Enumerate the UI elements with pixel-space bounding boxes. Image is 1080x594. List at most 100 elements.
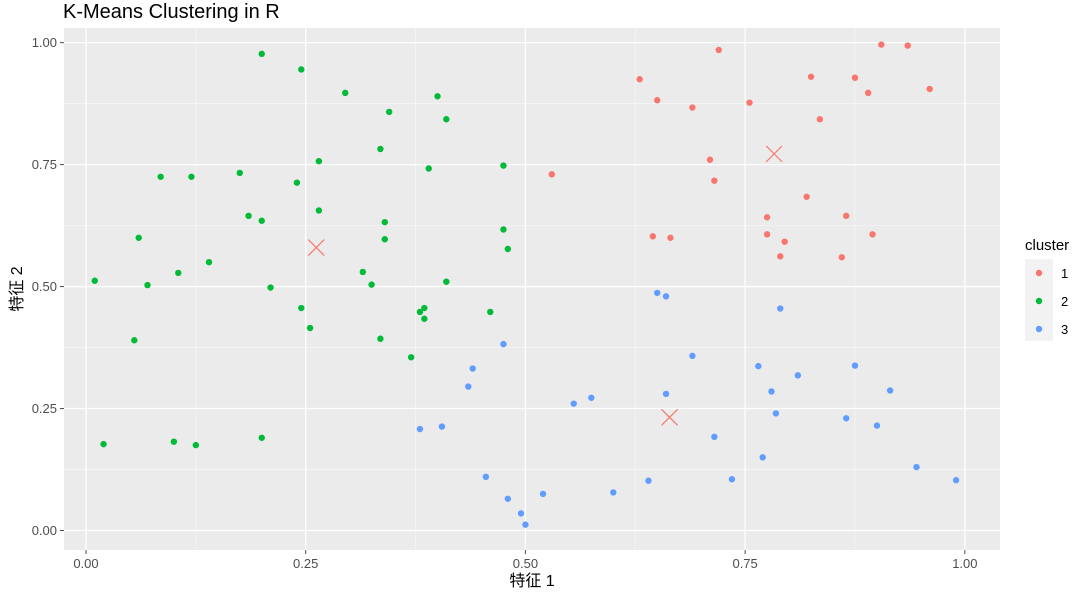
gridlines xyxy=(64,28,1000,550)
data-point-cluster-2 xyxy=(434,93,441,100)
data-point-cluster-1 xyxy=(548,171,555,178)
data-point-cluster-3 xyxy=(469,365,476,372)
data-point-cluster-2 xyxy=(258,434,265,441)
data-point-cluster-3 xyxy=(873,422,881,429)
cluster-center-1 xyxy=(765,145,783,163)
data-point-cluster-3 xyxy=(851,362,859,369)
legend: cluster 1 2 3 xyxy=(1025,237,1069,341)
y-tick-label: 0.25 xyxy=(32,401,57,416)
y-tick-label: 0.75 xyxy=(32,157,57,172)
data-point-cluster-3 xyxy=(689,352,696,360)
data-point-cluster-2 xyxy=(504,245,512,253)
axis-ticks: 0.00 0.25 0.50 0.75 1.00 0.00 0.25 0.50 0.75 1.00 xyxy=(32,35,978,571)
x-tick-label: 0.50 xyxy=(513,556,538,571)
data-point-cluster-2 xyxy=(500,162,507,169)
data-point-cluster-2 xyxy=(315,157,323,165)
data-point-cluster-2 xyxy=(342,89,349,97)
data-point-cluster-2 xyxy=(131,337,138,344)
data-point-cluster-3 xyxy=(654,289,661,297)
data-point-cluster-1 xyxy=(864,89,872,97)
data-point-cluster-1 xyxy=(711,177,718,184)
data-point-cluster-2 xyxy=(359,268,367,276)
data-point-cluster-3 xyxy=(517,510,525,517)
data-point-cluster-1 xyxy=(781,238,788,245)
data-point-cluster-3 xyxy=(645,477,652,484)
x-tick-label: 0.00 xyxy=(73,556,98,571)
data-point-cluster-2 xyxy=(100,440,107,448)
data-point-cluster-2 xyxy=(144,281,151,289)
data-point-cluster-2 xyxy=(306,324,314,332)
data-point-cluster-1 xyxy=(636,76,643,83)
data-point-cluster-3 xyxy=(662,390,670,398)
data-point-cluster-3 xyxy=(438,423,446,430)
data-point-cluster-1 xyxy=(649,233,657,240)
data-point-cluster-1 xyxy=(838,254,846,261)
legend-key-2 xyxy=(1035,297,1043,305)
data-point-cluster-3 xyxy=(522,521,529,528)
data-point-cluster-3 xyxy=(755,362,762,370)
y-tick-label: 0.00 xyxy=(32,523,57,538)
data-point-cluster-2 xyxy=(298,66,305,73)
data-point-cluster-2 xyxy=(381,236,388,243)
data-point-cluster-1 xyxy=(851,74,859,81)
cluster-center-2 xyxy=(307,239,325,256)
data-point-cluster-2 xyxy=(443,278,450,285)
data-point-cluster-3 xyxy=(610,489,617,496)
center-cross-stroke xyxy=(765,145,783,163)
data-point-cluster-2 xyxy=(381,218,388,226)
data-point-cluster-2 xyxy=(487,308,494,316)
data-point-cluster-2 xyxy=(192,441,200,449)
data-point-cluster-1 xyxy=(667,234,674,241)
x-tick-label: 1.00 xyxy=(952,556,977,571)
y-axis-title: 特征 2 xyxy=(8,266,26,311)
data-point-cluster-3 xyxy=(588,394,595,401)
data-point-cluster-1 xyxy=(816,116,824,123)
data-point-cluster-2 xyxy=(298,304,305,312)
plot-panel xyxy=(64,28,1000,550)
center-cross-stroke xyxy=(661,408,678,426)
x-axis-title: 特征 1 xyxy=(509,572,554,590)
data-point-cluster-2 xyxy=(416,308,424,316)
cluster-center-3 xyxy=(661,408,678,426)
data-point-cluster-2 xyxy=(175,269,182,277)
data-point-cluster-3 xyxy=(794,372,802,379)
data-point-cluster-1 xyxy=(654,97,661,104)
data-point-cluster-3 xyxy=(662,293,670,300)
data-point-cluster-1 xyxy=(746,99,753,106)
data-point-cluster-3 xyxy=(465,383,472,390)
data-point-cluster-1 xyxy=(763,214,771,221)
data-point-cluster-3 xyxy=(886,387,894,394)
legend-items: 1 2 3 xyxy=(1035,266,1068,337)
data-point-cluster-1 xyxy=(715,46,722,54)
data-point-cluster-3 xyxy=(772,410,780,417)
data-point-cluster-1 xyxy=(842,212,850,220)
cluster-centers xyxy=(307,145,783,426)
data-point-cluster-1 xyxy=(878,41,885,48)
data-point-cluster-2 xyxy=(157,173,164,180)
data-point-cluster-2 xyxy=(377,145,384,153)
data-point-cluster-1 xyxy=(777,253,784,260)
data-point-cluster-3 xyxy=(759,454,766,461)
data-point-cluster-2 xyxy=(258,217,265,224)
data-point-cluster-1 xyxy=(904,42,911,49)
data-point-cluster-1 xyxy=(807,73,815,80)
y-tick-label: 1.00 xyxy=(32,35,57,50)
data-point-cluster-3 xyxy=(913,463,920,471)
y-tick-label: 0.50 xyxy=(32,279,57,294)
x-tick-label: 0.25 xyxy=(293,556,318,571)
legend-label-1: 1 xyxy=(1061,266,1068,281)
data-point-cluster-2 xyxy=(421,304,428,312)
data-point-cluster-2 xyxy=(135,234,142,241)
data-point-cluster-3 xyxy=(777,305,784,312)
data-point-cluster-2 xyxy=(293,179,301,186)
data-point-cluster-3 xyxy=(952,477,960,484)
x-tick-label: 0.75 xyxy=(732,556,757,571)
legend-key-3 xyxy=(1035,325,1043,333)
data-point-cluster-2 xyxy=(407,354,415,361)
data-point-cluster-2 xyxy=(170,438,178,445)
legend-title: cluster xyxy=(1025,237,1069,254)
data-point-cluster-3 xyxy=(570,400,577,407)
data-point-cluster-3 xyxy=(504,495,512,502)
data-point-cluster-3 xyxy=(711,433,718,441)
